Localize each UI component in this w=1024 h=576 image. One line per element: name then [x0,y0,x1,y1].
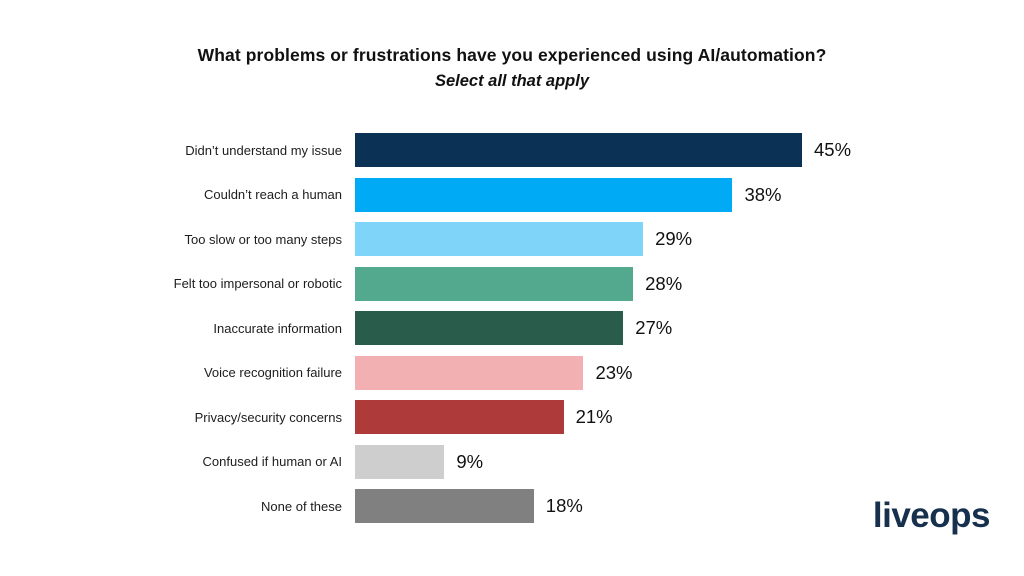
bar-value: 21% [575,406,613,428]
title-block: What problems or frustrations have you e… [0,44,1024,92]
bar [355,133,802,168]
bar-row: Didn’t understand my issue 45% [0,128,1024,173]
bar-label: Couldn’t reach a human [203,187,342,203]
bar-value: 9% [456,450,484,472]
bar-row: Too slow or too many steps 29% [0,217,1024,262]
bar-label: Privacy/security concerns [194,409,342,425]
bar-label: Felt too impersonal or robotic [173,276,342,292]
bar [355,222,644,257]
bar-row: Privacy/security concerns 21% [0,395,1024,440]
bar [355,400,564,435]
bar-value: 23% [595,361,633,383]
bar-label: Too slow or too many steps [184,231,342,247]
chart-subtitle: Select all that apply [434,71,590,90]
bar-value: 27% [635,317,673,339]
liveops-logo: liveops [872,496,991,535]
bar-value: 38% [744,183,782,205]
bar-row: Confused if human or AI 9% [0,440,1024,485]
bar-row: Felt too impersonal or robotic 28% [0,262,1024,307]
bar-row: None of these 18% [0,484,1024,529]
bar [355,355,584,390]
bar [355,311,624,346]
bar-row: Couldn’t reach a human 38% [0,173,1024,218]
bar [355,444,445,479]
bar [355,489,534,524]
bar-label: None of these [261,498,342,514]
bar-label: Voice recognition failure [203,365,342,381]
bar-value: 29% [655,228,693,250]
bar-label: Confused if human or AI [202,454,342,470]
bar-value: 18% [545,495,583,517]
bar-row: Inaccurate information 27% [0,306,1024,351]
bar-value: 28% [645,272,683,294]
bar [355,177,733,212]
bar-chart-rows: Didn’t understand my issue 45% Couldn’t re… [0,128,1024,529]
bar-value: 45% [814,139,852,161]
bar-row: Voice recognition failure 23% [0,351,1024,396]
bar-label: Didn’t understand my issue [185,142,342,158]
bar [355,266,634,301]
bar-chart: Didn’t understand my issue 45% Couldn’t re… [0,128,1024,529]
chart-title: What problems or frustrations have you e… [197,45,827,65]
bar-label: Inaccurate information [213,320,342,336]
